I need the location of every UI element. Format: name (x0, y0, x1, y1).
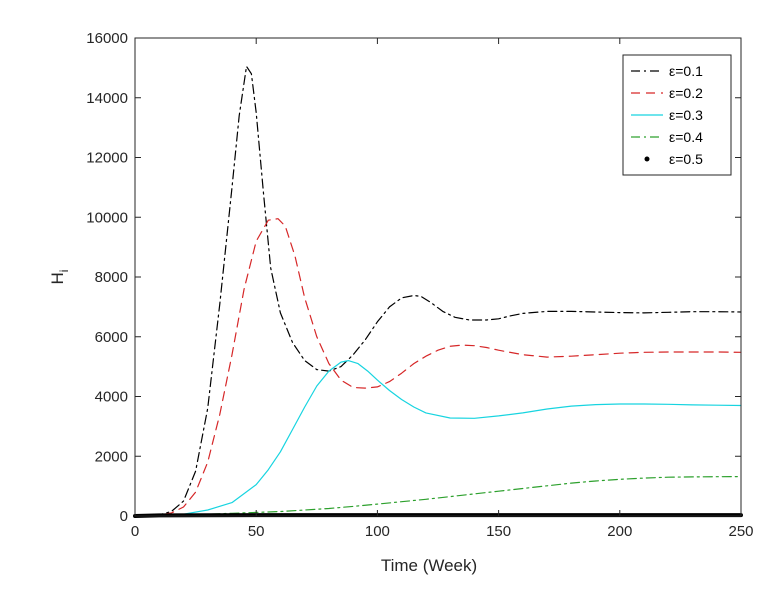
series-line-4 (134, 476, 742, 517)
y-axis-label: Hi (48, 270, 71, 285)
y-tick-label: 16000 (86, 30, 128, 47)
legend-label: ε=0.4 (669, 129, 703, 145)
x-tick-label: 250 (728, 523, 753, 540)
series-line-3 (134, 360, 742, 517)
x-axis-label: Time (Week) (381, 556, 477, 575)
legend: ε=0.1 ε=0.2 ε=0.3 ε=0.4 ε=0.5 (622, 54, 732, 176)
legend-label: ε=0.1 (669, 63, 703, 79)
legend-label: ε=0.5 (669, 151, 703, 167)
x-tick-label: 0 (131, 523, 139, 540)
x-tick-label: 200 (607, 523, 632, 540)
series-line-2 (134, 218, 742, 517)
x-tick-label: 150 (486, 523, 511, 540)
legend-marker (644, 156, 650, 162)
y-tick-label: 10000 (86, 209, 128, 226)
y-tick-label: 14000 (86, 90, 128, 107)
y-tick-label: 4000 (95, 389, 128, 406)
axes: 0 50 100 150 200 250 0 2000 4000 6000 8000 10000 120… (86, 30, 753, 540)
x-tick-label: 100 (365, 523, 390, 540)
y-tick-label: 8000 (95, 269, 128, 286)
y-tick-label: 12000 (86, 150, 128, 167)
legend-label: ε=0.2 (669, 85, 703, 101)
svg-text:Hi: Hi (48, 270, 71, 285)
y-tick-label: 0 (120, 508, 128, 525)
series-line-1 (134, 65, 742, 517)
legend-label: ε=0.3 (669, 107, 703, 123)
y-tick-label: 6000 (95, 329, 128, 346)
y-axis-label-main: H (48, 272, 67, 284)
y-axis-label-sub: i (57, 270, 71, 273)
y-tick-label: 2000 (95, 448, 128, 465)
x-tick-label: 50 (248, 523, 265, 540)
